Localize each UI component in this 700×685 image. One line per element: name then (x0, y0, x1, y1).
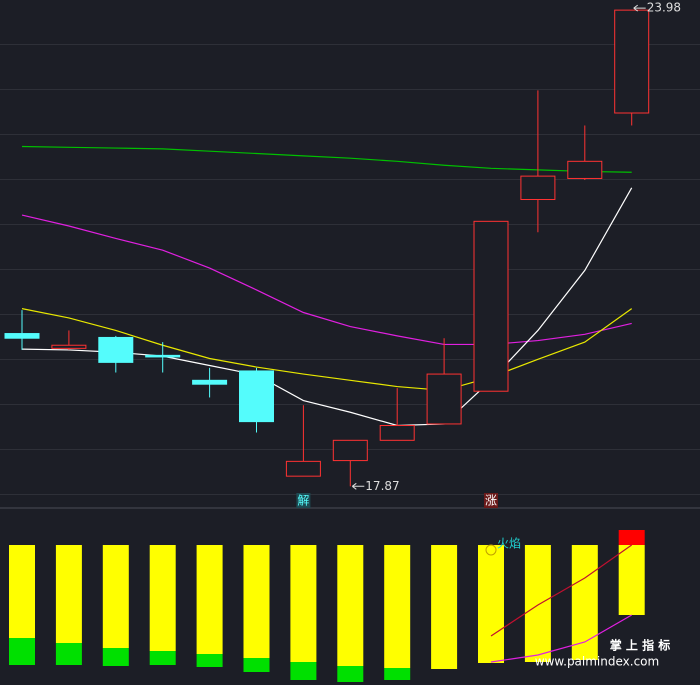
candle-body (332, 439, 368, 462)
bar-segment (196, 654, 223, 667)
indicator-line (490, 614, 632, 663)
moving-average-line (21, 145, 632, 173)
candle-body (285, 460, 321, 477)
bar-segment (384, 545, 411, 668)
candle-body (51, 344, 87, 349)
watermark-title: 掌 上 指 标 (610, 638, 671, 653)
candle-body (567, 160, 603, 179)
bar-segment (290, 662, 317, 680)
bar-segment (431, 545, 458, 669)
bar-segment (196, 545, 223, 654)
annotation-marker (485, 544, 497, 556)
bar-segment (618, 530, 645, 545)
annotation: 火焰 (497, 536, 521, 551)
moving-average-line (21, 187, 633, 427)
candle-body (145, 354, 181, 358)
candle-body (520, 175, 556, 201)
bar-segment (102, 648, 129, 666)
bar-segment (243, 545, 270, 658)
high-label: 23.98 (647, 1, 681, 15)
low-label: 17.87 (365, 479, 399, 493)
moving-average-line (21, 308, 633, 392)
candle-body (98, 336, 134, 363)
signal-box (296, 493, 311, 508)
candle-body (192, 379, 228, 385)
indicator-line (490, 544, 633, 637)
bar-segment (243, 658, 270, 672)
bar-segment (337, 666, 364, 682)
bar-segment (55, 643, 82, 665)
candle-body (614, 9, 650, 114)
bar-segment (478, 545, 504, 663)
candle-body (426, 373, 462, 425)
bar-segment (290, 545, 317, 662)
arrow (633, 4, 646, 12)
candle-body (239, 370, 274, 423)
bar-segment (337, 545, 364, 666)
bar-segment (618, 545, 645, 615)
arrow (352, 482, 365, 490)
signal-label: 解 (297, 494, 309, 508)
bar-segment (55, 545, 82, 643)
moving-average-line (21, 214, 632, 346)
watermark-url: www.palmindex.com (535, 655, 659, 669)
bar-segment (149, 651, 176, 665)
bar-segment (9, 545, 35, 638)
signal-label: 涨 (485, 493, 497, 508)
bar-segment (524, 545, 551, 662)
bar-segment (571, 545, 598, 660)
bar-segment (384, 668, 411, 680)
signal-box (484, 493, 498, 508)
bar-segment (102, 545, 129, 648)
candle-body (379, 425, 415, 441)
candle-body (4, 333, 40, 339)
candle-body (473, 220, 509, 392)
bar-segment (149, 545, 176, 651)
bar-segment (9, 638, 35, 665)
